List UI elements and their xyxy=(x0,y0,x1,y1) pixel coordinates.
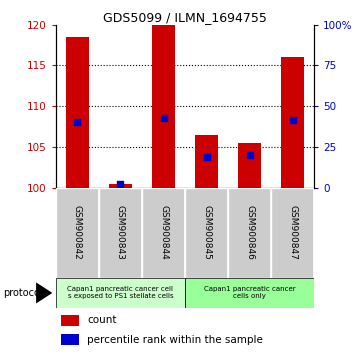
Point xyxy=(290,117,295,123)
Point xyxy=(204,154,209,160)
Bar xyxy=(281,57,304,188)
Text: GSM900847: GSM900847 xyxy=(288,205,297,260)
Text: Capan1 pancreatic cancer
cells only: Capan1 pancreatic cancer cells only xyxy=(204,286,295,299)
Text: GSM900846: GSM900846 xyxy=(245,205,254,260)
Bar xyxy=(238,143,261,188)
Bar xyxy=(56,278,185,308)
Bar xyxy=(185,278,314,308)
Polygon shape xyxy=(36,282,52,303)
Bar xyxy=(142,188,185,278)
Bar xyxy=(56,188,99,278)
Text: percentile rank within the sample: percentile rank within the sample xyxy=(87,335,263,344)
Bar xyxy=(99,188,142,278)
Text: GSM900844: GSM900844 xyxy=(159,205,168,260)
Title: GDS5099 / ILMN_1694755: GDS5099 / ILMN_1694755 xyxy=(103,11,267,24)
Text: GSM900842: GSM900842 xyxy=(73,205,82,260)
Text: GSM900843: GSM900843 xyxy=(116,205,125,260)
Point xyxy=(75,119,81,125)
Bar xyxy=(61,315,79,326)
Bar xyxy=(109,183,132,188)
Bar xyxy=(228,188,271,278)
Bar xyxy=(195,135,218,188)
Bar xyxy=(61,334,79,345)
Text: count: count xyxy=(87,315,117,325)
Point xyxy=(247,152,252,158)
Text: protocol: protocol xyxy=(4,288,43,298)
Bar xyxy=(152,25,175,188)
Bar xyxy=(66,37,89,188)
Bar xyxy=(185,188,228,278)
Point xyxy=(118,182,123,187)
Point xyxy=(161,115,166,120)
Text: Capan1 pancreatic cancer cell
s exposed to PS1 stellate cells: Capan1 pancreatic cancer cell s exposed … xyxy=(68,286,174,299)
Bar xyxy=(271,188,314,278)
Text: GSM900845: GSM900845 xyxy=(202,205,211,260)
